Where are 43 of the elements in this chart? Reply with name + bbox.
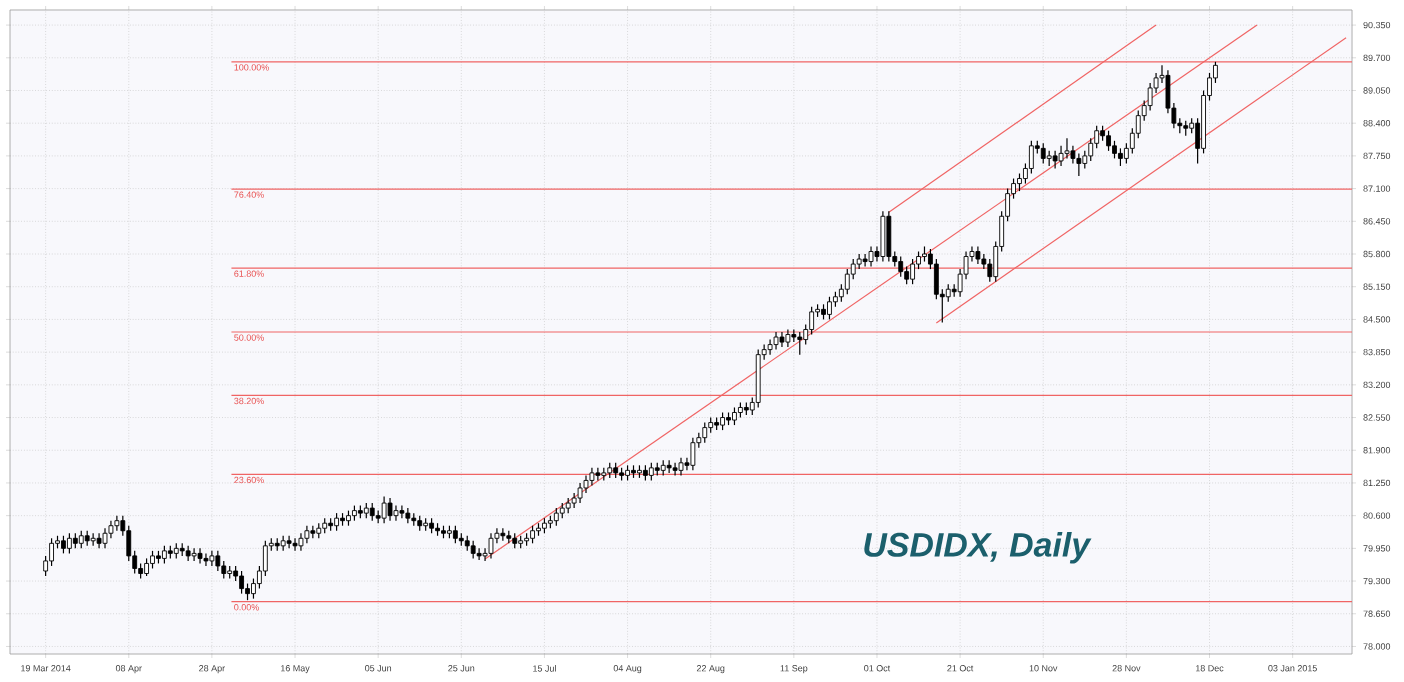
candlestick: [203, 552, 209, 567]
candlestick: [666, 459, 672, 474]
candlestick: [886, 210, 892, 263]
candlestick: [1040, 142, 1046, 165]
candlestick: [595, 467, 601, 482]
candlestick: [500, 527, 506, 542]
candlestick: [393, 504, 399, 522]
candlestick: [381, 495, 387, 524]
candlestick: [827, 296, 832, 321]
candlestick: [880, 210, 886, 263]
candlestick: [868, 245, 874, 268]
candlestick: [298, 532, 304, 552]
candlestick: [1058, 145, 1064, 167]
candlestick: [690, 437, 696, 471]
candlestick: [672, 462, 678, 476]
candlestick: [910, 258, 915, 285]
candlestick: [767, 338, 773, 356]
candlestick: [96, 532, 102, 549]
candlestick: [898, 255, 904, 278]
candlestick: [191, 547, 197, 562]
candlestick: [66, 532, 72, 554]
candlestick: [488, 532, 494, 560]
candlestick: [90, 532, 96, 547]
candlestick: [215, 550, 221, 572]
candlestick: [292, 537, 298, 552]
candlestick: [577, 482, 583, 504]
candlestick: [1076, 152, 1082, 177]
candlestick: [797, 331, 803, 356]
candlestick: [1064, 137, 1070, 160]
annotation: USDIDX, Daily: [864, 531, 1092, 564]
candlestick: [862, 253, 868, 268]
candlestick: [1052, 150, 1058, 170]
candlestick: [702, 421, 708, 444]
candlestick: [114, 515, 120, 532]
candlestick: [476, 547, 482, 561]
candlestick: [387, 497, 393, 522]
candlestick: [1106, 130, 1111, 152]
candlestick: [197, 547, 203, 565]
candlestick: [755, 349, 761, 409]
candlestick: [239, 570, 244, 595]
candlestick: [399, 504, 405, 519]
candlestick: [102, 527, 108, 549]
candlestick: [286, 535, 292, 549]
